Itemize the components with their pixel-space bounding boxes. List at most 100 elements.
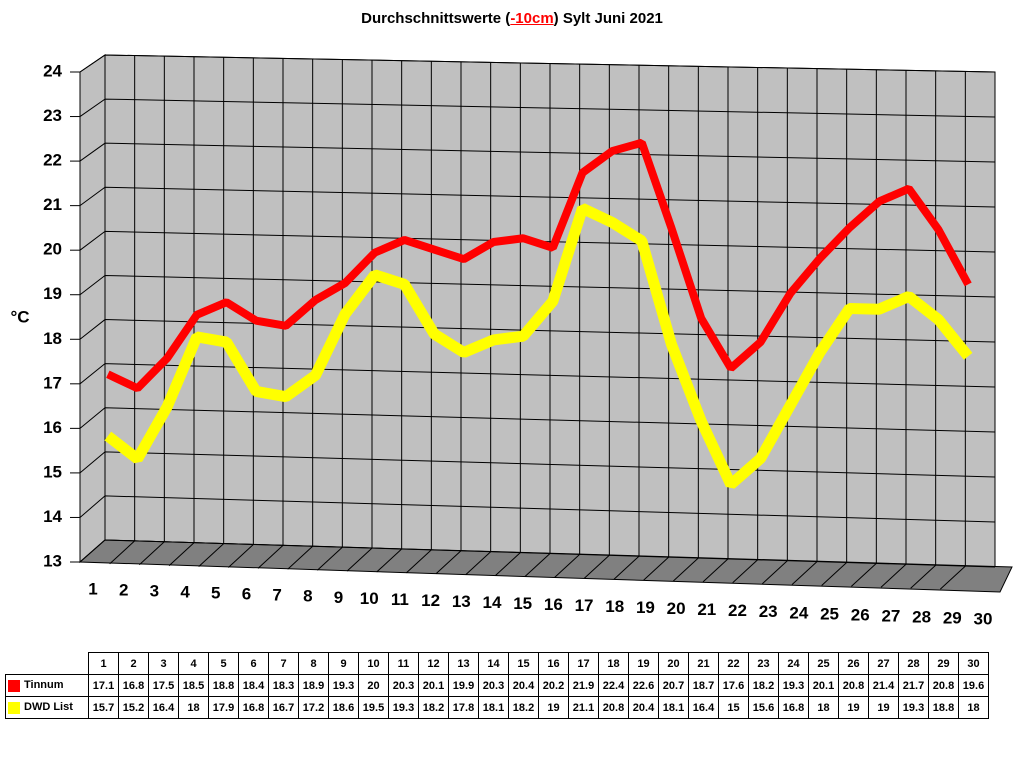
grid-line — [79, 319, 996, 343]
x-tick-label: 22 — [728, 601, 747, 620]
floor-line — [257, 545, 284, 569]
table-cell: 19 — [538, 696, 569, 719]
table-cell: 15 — [508, 652, 539, 675]
table-cell: 10 — [358, 652, 389, 675]
table-cell: 6 — [238, 652, 269, 675]
table-cell: 8 — [298, 652, 329, 675]
table-cell: 26 — [838, 652, 869, 675]
table-cell: 18.5 — [178, 674, 209, 697]
table-cell: 21.7 — [898, 674, 929, 697]
table-cell: 18 — [178, 696, 209, 719]
table-cell: 18.2 — [508, 696, 539, 719]
floor-line — [287, 545, 314, 570]
x-tick-label: 12 — [421, 591, 440, 610]
table-cell: 18.3 — [268, 674, 299, 697]
table-cell: 4 — [178, 652, 209, 675]
table-cell: 17 — [568, 652, 599, 675]
table-cell: 18.1 — [658, 696, 689, 719]
floor-line — [376, 548, 403, 573]
table-cell: 20.4 — [628, 696, 659, 719]
x-tick-label: 14 — [483, 593, 502, 612]
table-cell: 17.9 — [208, 696, 239, 719]
y-tick-label: 24 — [43, 61, 62, 80]
x-tick-label: 23 — [759, 602, 778, 621]
table-cell: 20 — [658, 652, 689, 675]
table-cell: 7 — [268, 652, 299, 675]
floor-line — [316, 546, 343, 571]
x-tick-label: 15 — [513, 594, 532, 613]
table-cell: Tinnum — [5, 674, 89, 697]
floor-line — [435, 550, 462, 575]
table-cell: 19.3 — [328, 674, 359, 697]
table-cell — [6, 653, 89, 675]
grid-line — [79, 539, 996, 568]
data-table: 1 2 3 4 5 6 7 8 9 10 11 12 13 14 15 16 17 18 19 20 21 22 23 24 2… — [5, 652, 989, 719]
legend-swatch — [8, 701, 20, 714]
table-cell: 20 — [358, 674, 389, 697]
x-tick-label: 19 — [636, 598, 655, 617]
table-cell: 15.6 — [748, 696, 779, 719]
x-tick-label: 26 — [851, 605, 870, 624]
table-cell: 29 — [928, 652, 959, 675]
x-tick-label: 3 — [150, 582, 159, 601]
chart-title: Durchschnittswerte (-10cm) Sylt Juni 202… — [0, 10, 1024, 27]
table-cell: 13 — [448, 652, 479, 675]
y-tick-label: 18 — [43, 329, 62, 348]
table-cell: 5 — [208, 652, 239, 675]
table-cell: 22 — [718, 652, 749, 675]
table-cell: 21.4 — [868, 674, 899, 697]
grid-line — [79, 98, 996, 118]
x-tick-label: 27 — [881, 606, 900, 625]
floor-line — [761, 560, 788, 585]
table-cell: 19.6 — [958, 674, 989, 697]
x-tick-label: 29 — [943, 608, 962, 627]
floor-line — [109, 540, 136, 565]
y-tick-label: 17 — [43, 373, 62, 392]
y-tick-label: 21 — [43, 195, 62, 214]
y-tick-label: 22 — [43, 151, 62, 170]
table-cell: DWD List — [5, 696, 89, 719]
table-cell: 2 — [118, 652, 149, 675]
floor-line — [939, 565, 966, 590]
grid-line — [79, 495, 996, 523]
x-tick-label: 13 — [452, 592, 471, 611]
table-cell: 20.4 — [508, 674, 539, 697]
table-cell: 20.2 — [538, 674, 569, 697]
x-tick-label: 25 — [820, 604, 839, 623]
legend-swatch — [8, 679, 20, 692]
table-cell: 17.2 — [298, 696, 329, 719]
table-cell: 16.4 — [688, 696, 719, 719]
x-tick-label: 30 — [974, 609, 993, 628]
table-cell: 21.1 — [568, 696, 599, 719]
floor-line — [494, 552, 521, 576]
floor-line — [702, 558, 729, 583]
grid-line — [79, 230, 996, 253]
table-cell: 20.8 — [838, 674, 869, 697]
x-tick-label: 28 — [912, 607, 931, 626]
table-cell: 15.2 — [118, 696, 149, 719]
table-cell: 19.3 — [778, 674, 809, 697]
x-tick-label: 10 — [360, 589, 379, 608]
table-cell: 23 — [748, 652, 779, 675]
table-cell: 20.1 — [418, 674, 449, 697]
table-cell: 18 — [958, 696, 989, 719]
legend-label: Tinnum — [24, 679, 64, 692]
x-tick-label: 18 — [605, 597, 624, 616]
x-tick-label: 11 — [391, 590, 409, 609]
floor-line — [168, 542, 195, 567]
x-tick-label: 8 — [303, 587, 312, 606]
table-cell: 12 — [418, 652, 449, 675]
table-cell: 19.9 — [448, 674, 479, 697]
floor-line — [910, 564, 937, 589]
y-tick-label: 14 — [43, 507, 62, 526]
table-cell: 19 — [838, 696, 869, 719]
title-highlight: -10cm — [510, 10, 554, 27]
table-cell: 21.9 — [568, 674, 599, 697]
x-tick-label: 2 — [119, 581, 128, 600]
table-cell: 16.8 — [238, 696, 269, 719]
floor-line — [880, 563, 907, 588]
table-cell: 19 — [868, 696, 899, 719]
table-cell: 20.7 — [658, 674, 689, 697]
